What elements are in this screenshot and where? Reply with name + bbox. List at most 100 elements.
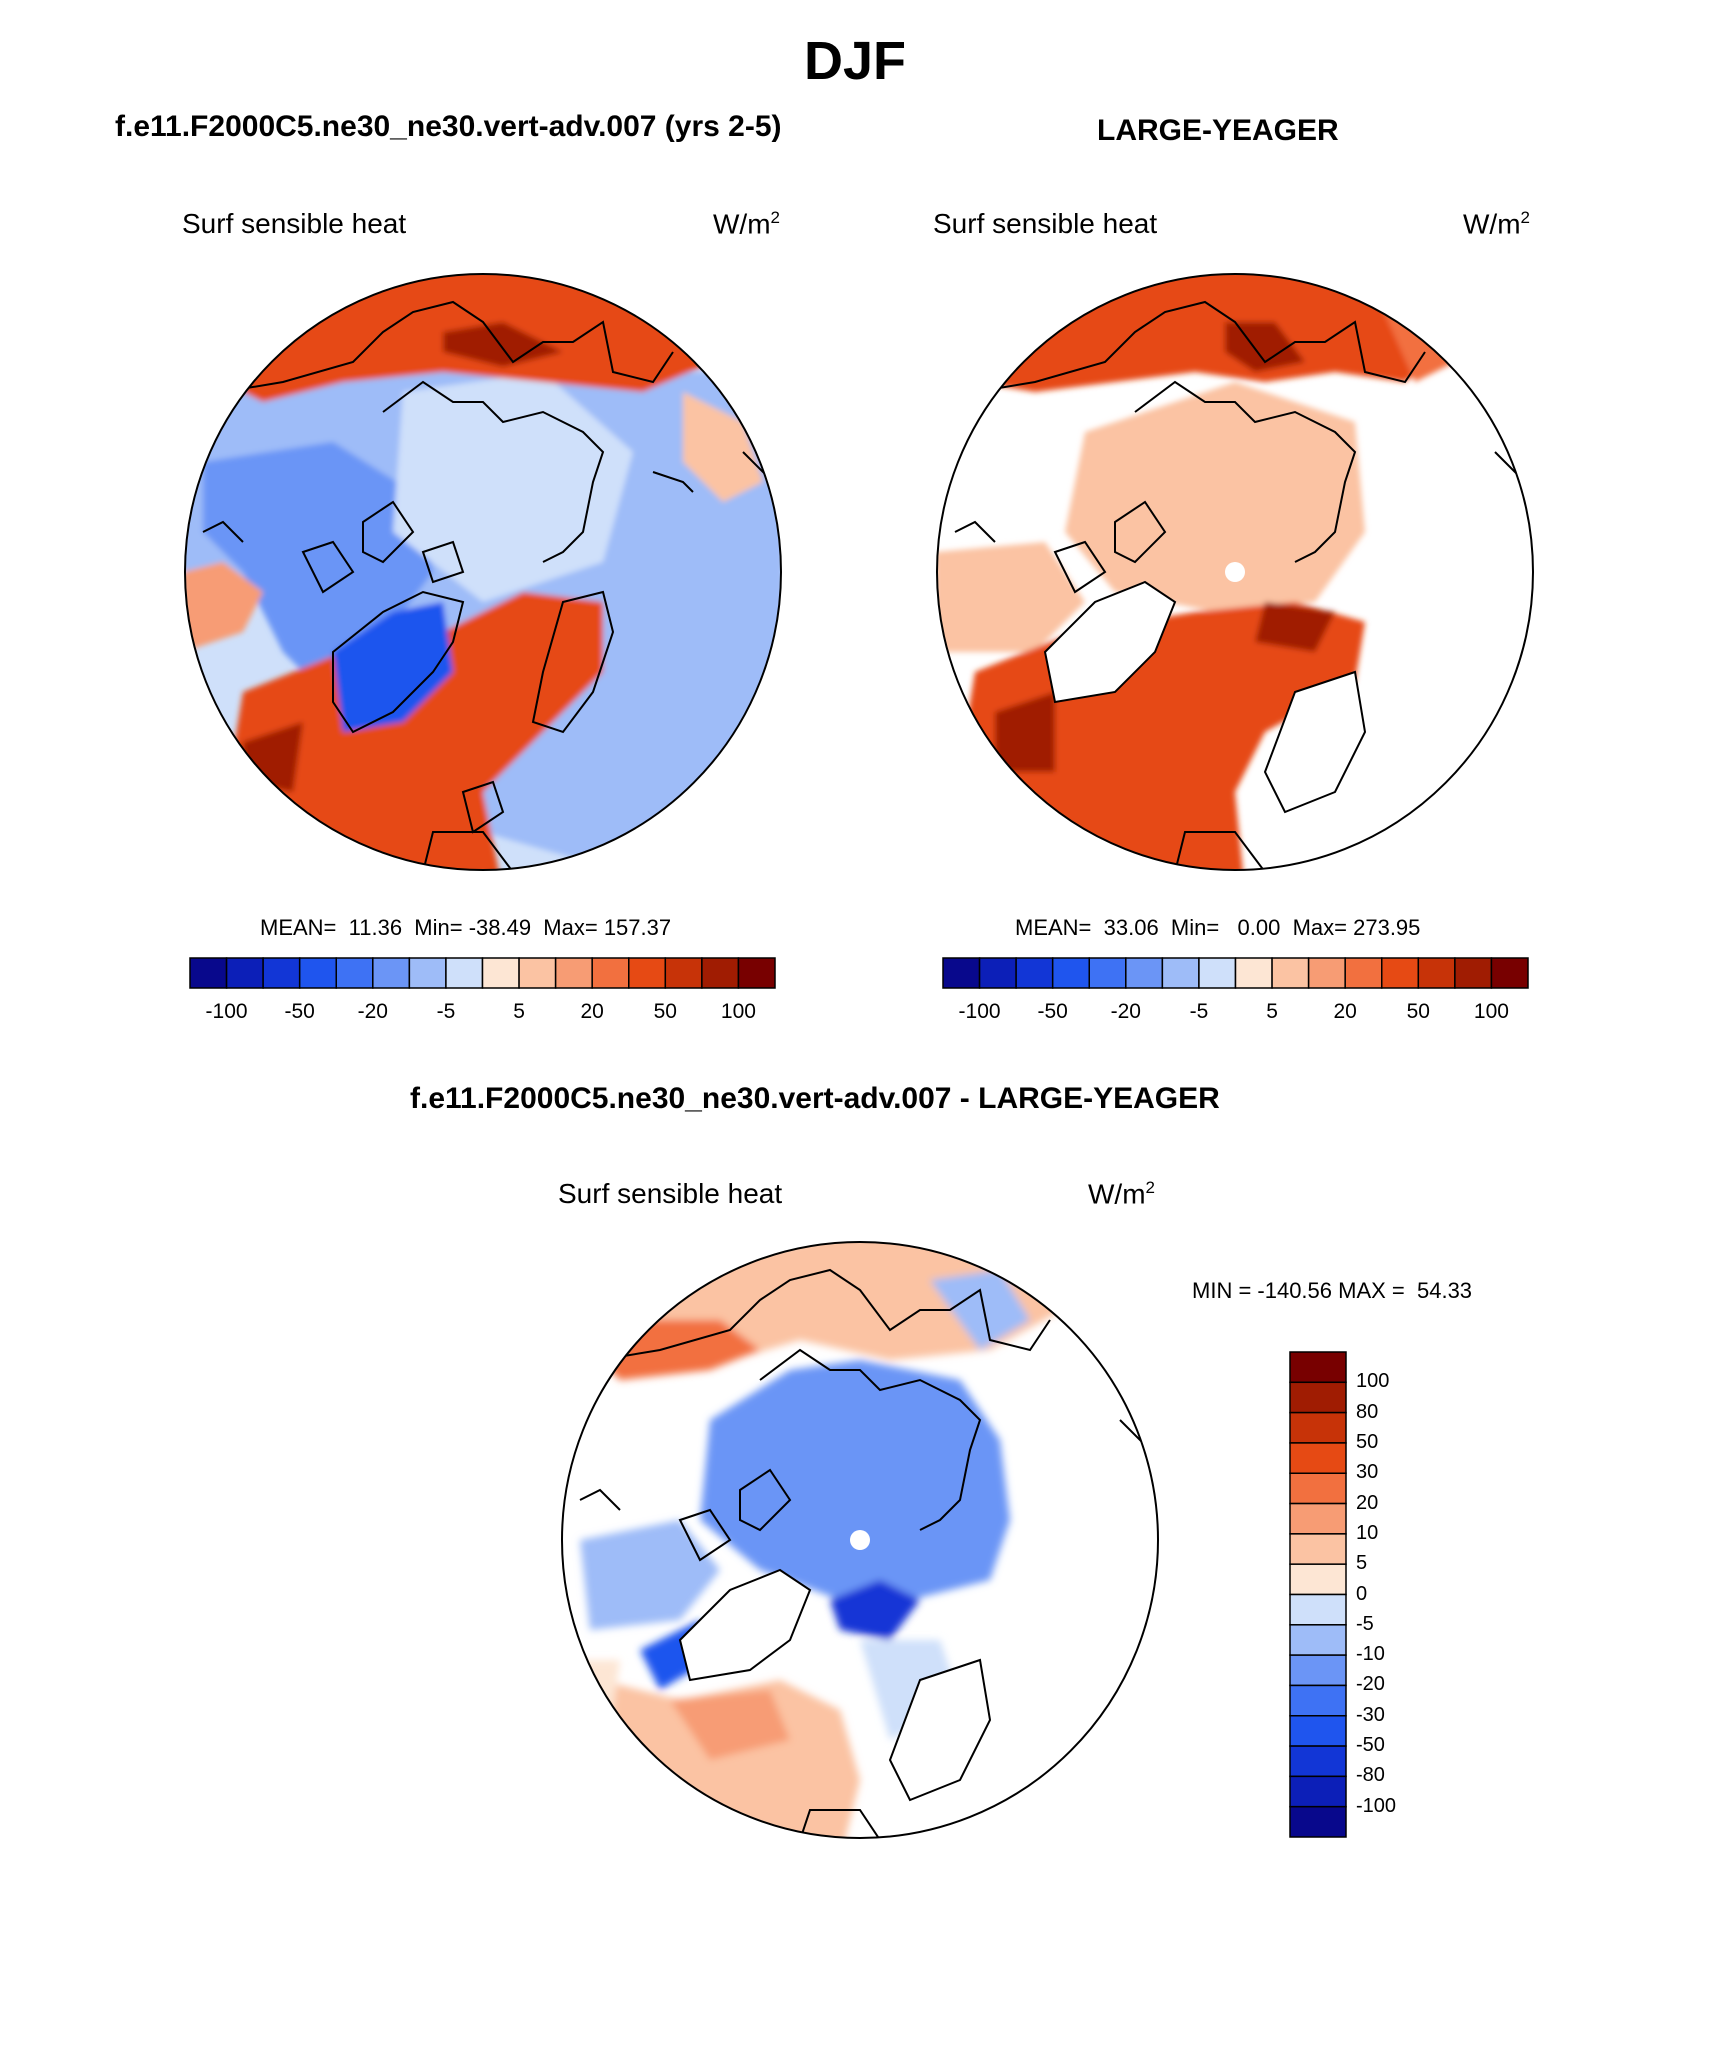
panel2-colorbar-tick-label: 5: [1266, 1000, 1278, 1023]
panel3-colorbar-tick-label: 20: [1356, 1491, 1379, 1514]
panel3-colorbar-swatch: [1289, 1593, 1347, 1626]
panel2-colorbar-swatch: [1161, 957, 1200, 989]
panel1-field-east-pale-red: [683, 392, 763, 502]
panel3-colorbar-tick-label: -5: [1356, 1612, 1374, 1635]
panel1-unit-base: W/m: [713, 208, 771, 240]
panel3-colorbar-tick-label: 80: [1356, 1400, 1379, 1423]
panel2-field-atlantic-dark: [995, 692, 1055, 772]
panel3-colorbar-swatch: [1289, 1502, 1347, 1535]
panel2-colorbar-swatch: [1490, 957, 1529, 989]
panel1-map: [184, 273, 782, 871]
panel1-colorbar-tick-label: 5: [513, 1000, 525, 1023]
panel1-case-title: f.e11.F2000C5.ne30_ne30.vert-adv.007 (yr…: [115, 110, 782, 143]
panel3-field-north-blue: [930, 1270, 1030, 1350]
panel1-colorbar-tick-label: 50: [653, 1000, 677, 1023]
panel1-variable: Surf sensible heat: [182, 208, 407, 239]
panel2-colorbar-swatch: [1307, 957, 1346, 989]
panel2-colorbar-swatch: [1125, 957, 1164, 989]
panel3-colorbar-tick-label: 30: [1356, 1461, 1379, 1484]
panel3-coastlines: [579, 1268, 1158, 1838]
panel3-colorbar-swatch: [1289, 1715, 1347, 1747]
panel2-colorbar-swatch: [1417, 957, 1456, 989]
panel3-map: [561, 1241, 1159, 1839]
panel1-colorbar-tick-label: 20: [580, 1000, 604, 1023]
panel1-colorbar-swatch: [445, 957, 484, 989]
panel2-colorbar-swatch: [1271, 957, 1310, 989]
panel1-colorbar-swatch: [298, 957, 337, 989]
panel2-colorbar-ticks: -100 -50 -20 -5 5 20 50 100: [943, 1000, 1528, 1030]
panel2-variable: Surf sensible heat: [933, 208, 1158, 239]
panel1-colorbar-tick-label: -100: [205, 1000, 248, 1023]
panel2-colorbar-tick-label: -50: [1037, 1000, 1068, 1023]
panel1-colorbar-swatch: [189, 957, 228, 989]
panel1-colorbar-ticks: -100 -50 -20 -5 5 20 50 100: [190, 1000, 775, 1030]
panel2-unit-sup: 2: [1520, 208, 1530, 227]
panel3-colorbar-swatch: [1289, 1745, 1347, 1778]
panel2-colorbar-tick-label: -100: [958, 1000, 1001, 1023]
panel3-colorbar-swatch: [1289, 1533, 1347, 1565]
panel3-colorbar-ticks: 100 80 50 30 20 10 5 0 -5 -10 -20 -30 -50 -80 -100: [1356, 1352, 1436, 1837]
panel3-case-title: f.e11.F2000C5.ne30_ne30.vert-adv.007 - L…: [410, 1082, 1220, 1115]
panel2-map-border: [936, 273, 1534, 871]
panel2-colorbar-swatch: [1234, 957, 1273, 989]
panel2-colorbar-tick-label: 20: [1333, 1000, 1357, 1023]
panel2-pole-marker: [1225, 562, 1245, 582]
panel3-map-border: [561, 1241, 1159, 1839]
panel1-colorbar-swatch: [225, 957, 264, 989]
panel3-colorbar-tick-label: 50: [1356, 1430, 1379, 1453]
panel2-colorbar-swatch: [1051, 957, 1090, 989]
panel2-colorbar-swatch: [978, 957, 1017, 989]
panel1-colorbar-swatch: [408, 957, 447, 989]
panel2-colorbar-tick-label: -5: [1189, 1000, 1209, 1023]
panel3-colorbar-tick-label: -100: [1356, 1794, 1397, 1817]
panel1-unit-sup: 2: [770, 208, 780, 227]
figure-title: DJF: [803, 31, 906, 91]
panel3-colorbar-tick-label: -10: [1356, 1643, 1385, 1666]
panel1-colorbar-swatch: [554, 957, 593, 989]
panel1-colorbar: [189, 957, 776, 989]
panel3-colorbar-tick-label: 10: [1356, 1521, 1379, 1544]
panel3-colorbar-swatch: [1289, 1381, 1347, 1414]
panel1-field-greenland: [333, 602, 453, 732]
panel3-unit-base: W/m: [1088, 1178, 1146, 1210]
panel2-colorbar-swatch: [1088, 957, 1127, 989]
panel3-colorbar-tick-label: -20: [1356, 1673, 1385, 1696]
panel2-field-west-pale: [937, 542, 1085, 652]
panel3-colorbar-swatch: [1289, 1472, 1347, 1505]
panel3-colorbar-swatch: [1289, 1654, 1347, 1687]
panel2-map: [936, 273, 1534, 871]
panel1-colorbar-swatch: [372, 957, 411, 989]
panel1-field-north-dark: [443, 322, 563, 367]
panel1-field-atlantic-red: [223, 592, 603, 870]
panel3-field-barents-dark: [830, 1580, 920, 1640]
panel2-coastlines: [954, 300, 1533, 870]
panel2-field-greenland-land: [1045, 582, 1175, 702]
panel3-field-arctic-blue: [700, 1360, 1010, 1600]
panel3-colorbar-tick-label: 100: [1356, 1370, 1390, 1393]
panel3-stats: MIN = -140.56 MAX = 54.33: [1192, 1278, 1473, 1303]
panel2-unit-base: W/m: [1463, 208, 1521, 240]
panel2-colorbar-swatch: [942, 957, 981, 989]
panel1-colorbar-swatch: [591, 957, 630, 989]
panel3-colorbar-swatch: [1289, 1563, 1347, 1596]
panel3-unit: W/m2: [1088, 1178, 1155, 1210]
panel1-colorbar-swatch: [701, 957, 740, 989]
panel1-colorbar-tick-label: -5: [436, 1000, 456, 1023]
panel1-colorbar-swatch: [664, 957, 703, 989]
panel1-coastlines: [202, 300, 781, 870]
panel3-colorbar-swatch: [1289, 1411, 1347, 1444]
panel3-colorbar-swatch: [1289, 1442, 1347, 1474]
panel3-pole-marker: [850, 1530, 870, 1550]
panel2-colorbar-swatch: [1015, 957, 1054, 989]
panel2-unit: W/m2: [1463, 208, 1530, 240]
panel2-stats: MEAN= 33.06 Min= 0.00 Max= 273.95: [1015, 915, 1421, 940]
panel3-colorbar-swatch: [1289, 1805, 1347, 1838]
panel3-colorbar-swatch: [1289, 1775, 1347, 1808]
panel3-field-west-blue: [580, 1520, 720, 1630]
panel1-colorbar-swatch: [481, 957, 520, 989]
panel1-colorbar-swatch: [628, 957, 667, 989]
panel3-field-norwegian-pale: [860, 1640, 960, 1740]
panel1-colorbar-tick-label: 100: [720, 1000, 756, 1023]
panel3-unit-sup: 2: [1145, 1178, 1155, 1197]
panel3-field-atlantic-orange: [670, 1690, 790, 1760]
